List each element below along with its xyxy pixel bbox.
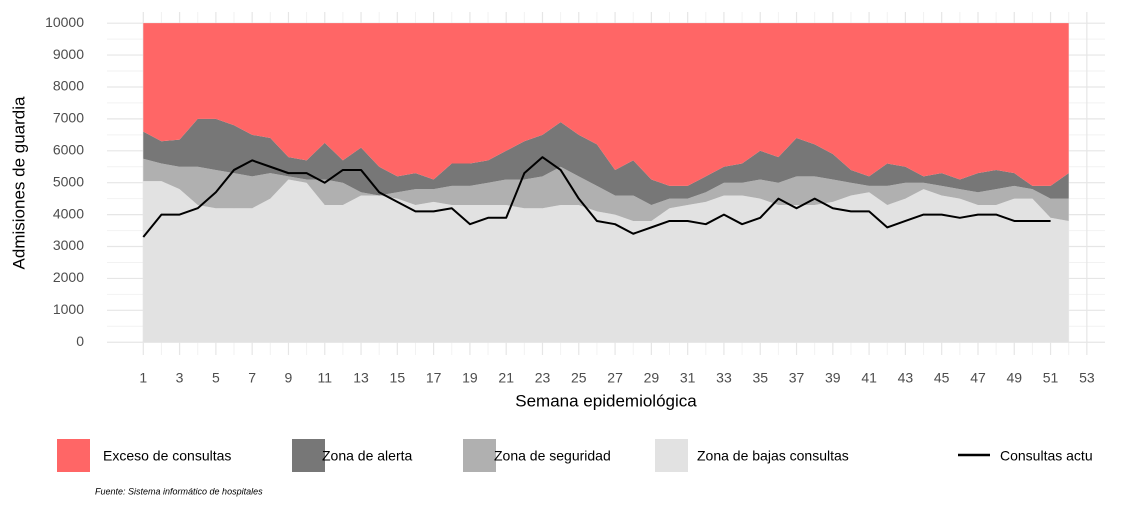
legend-swatch xyxy=(463,439,496,472)
y-tick-label: 1000 xyxy=(53,301,84,317)
x-tick-label: 17 xyxy=(426,370,442,386)
x-tick-label: 23 xyxy=(535,370,551,386)
y-tick-label: 4000 xyxy=(53,205,84,221)
x-tick-label: 1 xyxy=(139,370,147,386)
x-tick-label: 43 xyxy=(898,370,914,386)
x-tick-label: 47 xyxy=(970,370,986,386)
x-tick-label: 5 xyxy=(212,370,220,386)
caption: Fuente: Sistema informático de hospitale… xyxy=(95,486,263,496)
area xyxy=(143,179,1069,343)
y-tick-label: 2000 xyxy=(53,269,84,285)
y-tick-label: 9000 xyxy=(53,46,84,62)
legend-label: Zona de alerta xyxy=(322,448,412,464)
x-tick-label: 41 xyxy=(861,370,877,386)
x-tick-label: 9 xyxy=(285,370,293,386)
y-axis-title: Admisiones de guardia xyxy=(9,96,28,269)
legend-label: Zona de bajas consultas xyxy=(697,448,849,464)
y-tick-label: 3000 xyxy=(53,237,84,253)
y-tick-label: 10000 xyxy=(45,14,84,30)
y-tick-label: 8000 xyxy=(53,78,84,94)
x-tick-label: 15 xyxy=(390,370,406,386)
x-tick-label: 35 xyxy=(752,370,768,386)
x-tick-label: 27 xyxy=(607,370,623,386)
x-tick-label: 49 xyxy=(1006,370,1022,386)
y-tick-label: 0 xyxy=(76,333,84,349)
x-tick-label: 51 xyxy=(1043,370,1059,386)
area xyxy=(143,118,1069,206)
legend-label: Zona de seguridad xyxy=(494,448,611,464)
x-tick-label: 7 xyxy=(248,370,256,386)
x-tick-label: 3 xyxy=(176,370,184,386)
x-tick-label: 39 xyxy=(825,370,841,386)
x-tick-label: 25 xyxy=(571,370,587,386)
x-tick-label: 29 xyxy=(644,370,660,386)
legend: Exceso de consultas Zona de alerta Zona de… xyxy=(57,439,1093,472)
x-tick-label: 37 xyxy=(789,370,805,386)
x-tick-label: 21 xyxy=(498,370,514,386)
x-tick-label: 19 xyxy=(462,370,478,386)
area xyxy=(143,23,1069,186)
x-tick-label: 11 xyxy=(317,370,332,386)
x-tick-label: 33 xyxy=(716,370,732,386)
x-tick-label: 13 xyxy=(353,370,369,386)
legend-swatch xyxy=(57,439,90,472)
area xyxy=(143,158,1069,221)
axes: 0 1000 2000 3000 4000 5000 6000 7000 8000 9000 100… xyxy=(45,14,1095,386)
x-tick-label: 31 xyxy=(680,370,696,386)
y-tick-label: 6000 xyxy=(53,141,84,157)
legend-swatch xyxy=(655,439,688,472)
legend-swatch xyxy=(292,439,325,472)
plot-area xyxy=(142,23,1069,343)
y-tick-label: 7000 xyxy=(53,110,84,126)
x-tick-label: 45 xyxy=(934,370,950,386)
x-tick-label: 53 xyxy=(1079,370,1095,386)
line xyxy=(142,156,1051,238)
legend-label: Exceso de consultas xyxy=(103,448,231,464)
legend-label: Consultas actu xyxy=(1000,448,1093,464)
x-axis-title: Semana epidemiológica xyxy=(515,391,697,410)
y-tick-label: 5000 xyxy=(53,173,84,189)
